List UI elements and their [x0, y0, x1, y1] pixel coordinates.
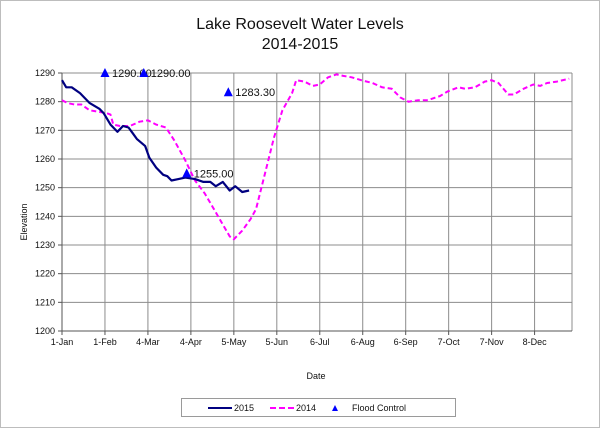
x-tick-label: 8-Dec: [523, 337, 548, 347]
y-tick-label: 1200: [35, 326, 55, 336]
y-tick-label: 1220: [35, 269, 55, 279]
x-tick-label: 1-Jan: [51, 337, 74, 347]
x-axis-title: Date: [306, 371, 325, 381]
legend-label-2014: 2014: [296, 402, 317, 413]
gridlines: [62, 72, 573, 332]
y-tick-label: 1290: [35, 68, 55, 78]
flood-control-marker: [223, 87, 233, 97]
flood-control-marker: [182, 168, 192, 178]
triangle-marker-icon: [332, 404, 338, 411]
legend-item-2015: 2015: [208, 399, 254, 416]
x-tick-label: 5-Jun: [266, 337, 289, 347]
legend-item-2014: 2014: [270, 399, 316, 416]
y-axis-title: Elevation: [19, 203, 29, 240]
series-line-2014: [61, 73, 570, 241]
series-line-2015: [61, 79, 250, 194]
x-tick-label: 1-Feb: [93, 337, 117, 347]
flood-control-marker: [139, 68, 149, 77]
x-tick-label: 7-Oct: [438, 337, 461, 347]
series-lines: [61, 73, 570, 241]
y-tick-label: 1230: [35, 240, 55, 250]
y-tick-label: 1240: [35, 211, 55, 221]
flood-control-label: 1255.00: [194, 168, 234, 180]
legend-item-flood-control: Flood Control: [328, 399, 406, 416]
chart-subtitle: 2014-2015: [261, 36, 339, 53]
x-tick-label: 6-Aug: [351, 337, 375, 347]
y-tick-label: 1270: [35, 125, 55, 135]
legend: 2015 2014 Flood Control: [181, 398, 456, 417]
y-tick-label: 1250: [35, 183, 55, 193]
y-tick-labels: 1200 1210 1220 1230 1240 1250 1260 1270 1280 1290: [35, 68, 55, 336]
x-tick-label: 4-Apr: [180, 337, 202, 347]
legend-label-flood-control: Flood Control: [352, 402, 407, 413]
x-tick-label: 7-Nov: [480, 337, 505, 347]
y-tick-label: 1260: [35, 154, 55, 164]
x-tick-label: 4-Mar: [136, 337, 160, 347]
flood-control-marker: [100, 68, 110, 77]
y-tick-label: 1280: [35, 97, 55, 107]
x-tick-labels: 1-Jan 1-Feb 4-Mar 4-Apr 5-May 5-Jun 6-Jul 6-Aug…: [51, 337, 547, 347]
x-tick-label: 5-May: [221, 337, 247, 347]
axes: [58, 72, 572, 335]
x-tick-label: 6-Sep: [394, 337, 418, 347]
legend-swatch-2014: [270, 406, 294, 409]
x-tick-label: 6-Jul: [310, 337, 330, 347]
legend-swatch-2015: [208, 406, 232, 409]
legend-label-2015: 2015: [234, 402, 255, 413]
chart-title: Lake Roosevelt Water Levels: [196, 16, 404, 33]
flood-control-label: 1283.30: [235, 87, 275, 99]
flood-control-label: 1290.00: [151, 68, 191, 80]
y-tick-label: 1210: [35, 297, 55, 307]
